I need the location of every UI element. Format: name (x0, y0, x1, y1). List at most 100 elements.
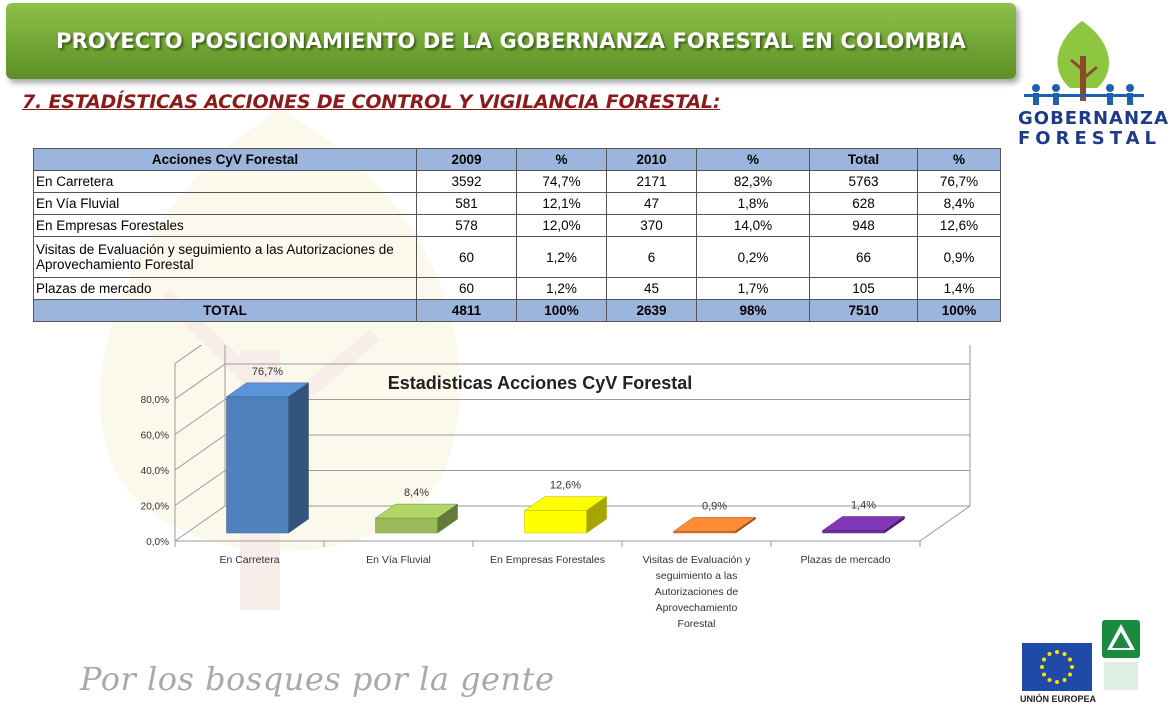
table-cell: 2171 (606, 170, 697, 193)
data-label: 76,7% (252, 366, 283, 378)
header-title: PROYECTO POSICIONAMIENTO DE LA GOBERNANZ… (56, 29, 966, 53)
eu-star (1047, 652, 1052, 657)
table-cell: 8,4% (917, 192, 1001, 215)
column-header: % (516, 148, 607, 171)
table-cell: 0,2% (696, 236, 810, 278)
gridline-side (174, 399, 226, 435)
table-row: En Carretera 3592 74,7% 2171 82,3% 5763 … (33, 170, 1001, 193)
column-header: Acciones CyV Forestal (33, 148, 417, 171)
eu-star (1042, 657, 1047, 662)
logo-people-icon (1024, 84, 1144, 105)
logo-tree-crown-icon (1057, 21, 1109, 88)
table-cell: 98% (696, 299, 810, 322)
table-cell: 100% (516, 299, 607, 322)
bar (673, 531, 736, 534)
data-label: 0,9% (702, 500, 727, 512)
x-tick-label: Autorizaciones de (655, 586, 739, 598)
statistics-table: Acciones CyV Forestal 2009 % 2010 % Tota… (33, 148, 1001, 322)
table-cell: TOTAL (33, 299, 417, 322)
eu-star (1067, 657, 1072, 662)
column-header: 2009 (416, 148, 517, 171)
table-cell: 60 (416, 277, 517, 300)
table-cell: 12,6% (917, 214, 1001, 237)
table-cell: 4811 (416, 299, 517, 322)
european-union-flag-icon (1022, 643, 1092, 691)
bar (524, 510, 587, 534)
table-cell: 1,2% (516, 277, 607, 300)
logo-text-line2: FORESTAL (1018, 128, 1161, 149)
eu-star (1055, 680, 1059, 684)
bar (375, 517, 438, 534)
bar-chart: 0,0% 20,0% 40,0% 60,0% 80,0% Estadisticas Acc… (141, 345, 971, 630)
eu-star (1062, 677, 1067, 682)
table-cell: 370 (606, 214, 697, 237)
table-row: Visitas de Evaluación y seguimiento a la… (33, 236, 1001, 278)
column-header: % (917, 148, 1001, 171)
table-cell: 76,7% (917, 170, 1001, 193)
table-cell: 578 (416, 214, 517, 237)
table-total-row: TOTAL 4811 100% 2639 98% 7510 100% (33, 299, 1001, 322)
y-tick-label: 40,0% (141, 466, 169, 477)
eu-star (1062, 652, 1067, 657)
table-cell: En Carretera (33, 170, 417, 193)
carder-logo-icon (1102, 620, 1140, 690)
table-cell: 1,7% (696, 277, 810, 300)
y-tick-label: 60,0% (141, 431, 169, 442)
table-cell: 74,7% (516, 170, 607, 193)
table-cell: 628 (809, 192, 918, 215)
header-banner: PROYECTO POSICIONAMIENTO DE LA GOBERNANZ… (6, 3, 1016, 79)
table-cell: 66 (809, 236, 918, 278)
table-cell: Visitas de Evaluación y seguimiento a la… (33, 236, 417, 278)
gridline-side (174, 363, 226, 400)
eu-star (1067, 672, 1072, 677)
bar-side (288, 382, 309, 534)
footer-slogan: Por los bosques por la gente (80, 660, 555, 698)
table-cell: 2639 (606, 299, 697, 322)
y-tick-label: 80,0% (141, 395, 169, 406)
table-cell: 1,2% (516, 236, 607, 278)
table-cell: 581 (416, 192, 517, 215)
table-cell: 47 (606, 192, 697, 215)
column-header: 2010 (606, 148, 697, 171)
table-cell: 82,3% (696, 170, 810, 193)
section-title: 7. ESTADÍSTICAS ACCIONES DE CONTROL Y VI… (22, 91, 721, 113)
table-cell: En Vía Fluvial (33, 192, 417, 215)
bar (226, 396, 289, 534)
table-cell: 5763 (809, 170, 918, 193)
eu-star (1070, 665, 1074, 669)
table-cell: 6 (606, 236, 697, 278)
bar-top (821, 516, 906, 531)
gobernanza-forestal-logo (1024, 21, 1144, 105)
gridline-side (174, 345, 203, 364)
table-cell: 100% (917, 299, 1001, 322)
table-cell: 12,1% (516, 192, 607, 215)
column-header: Total (809, 148, 918, 171)
table-cell: 3592 (416, 170, 517, 193)
table-cell: 1,4% (917, 277, 1001, 300)
x-tick-label: seguimiento a las (656, 570, 738, 582)
table-cell: 1,8% (696, 192, 810, 215)
table-cell: 12,0% (516, 214, 607, 237)
table-cell: 7510 (809, 299, 918, 322)
gridline-side (174, 470, 226, 506)
eu-star (1042, 672, 1047, 677)
x-tick-label: En Vía Fluvial (366, 554, 431, 566)
eu-star (1055, 650, 1059, 654)
bar-top (672, 517, 757, 532)
eu-star (1047, 677, 1052, 682)
x-tick-label: En Empresas Forestales (490, 554, 605, 566)
floor-edge (919, 505, 971, 542)
x-tick-label: Forestal (678, 618, 716, 630)
x-tick-label: En Carretera (219, 554, 279, 566)
table-cell: En Empresas Forestales (33, 214, 417, 237)
table-cell: 948 (809, 214, 918, 237)
table-row: En Empresas Forestales 578 12,0% 370 14,… (33, 214, 1001, 237)
data-label: 12,6% (550, 480, 581, 492)
table-row: En Vía Fluvial 581 12,1% 47 1,8% 628 8,4… (33, 192, 1001, 215)
x-tick-label: Plazas de mercado (801, 554, 891, 566)
table-cell: 45 (606, 277, 697, 300)
eu-star (1040, 665, 1044, 669)
eu-label: UNIÓN EUROPEA (1020, 694, 1097, 704)
table-cell: Plazas de mercado (33, 277, 417, 300)
column-header: % (696, 148, 810, 171)
